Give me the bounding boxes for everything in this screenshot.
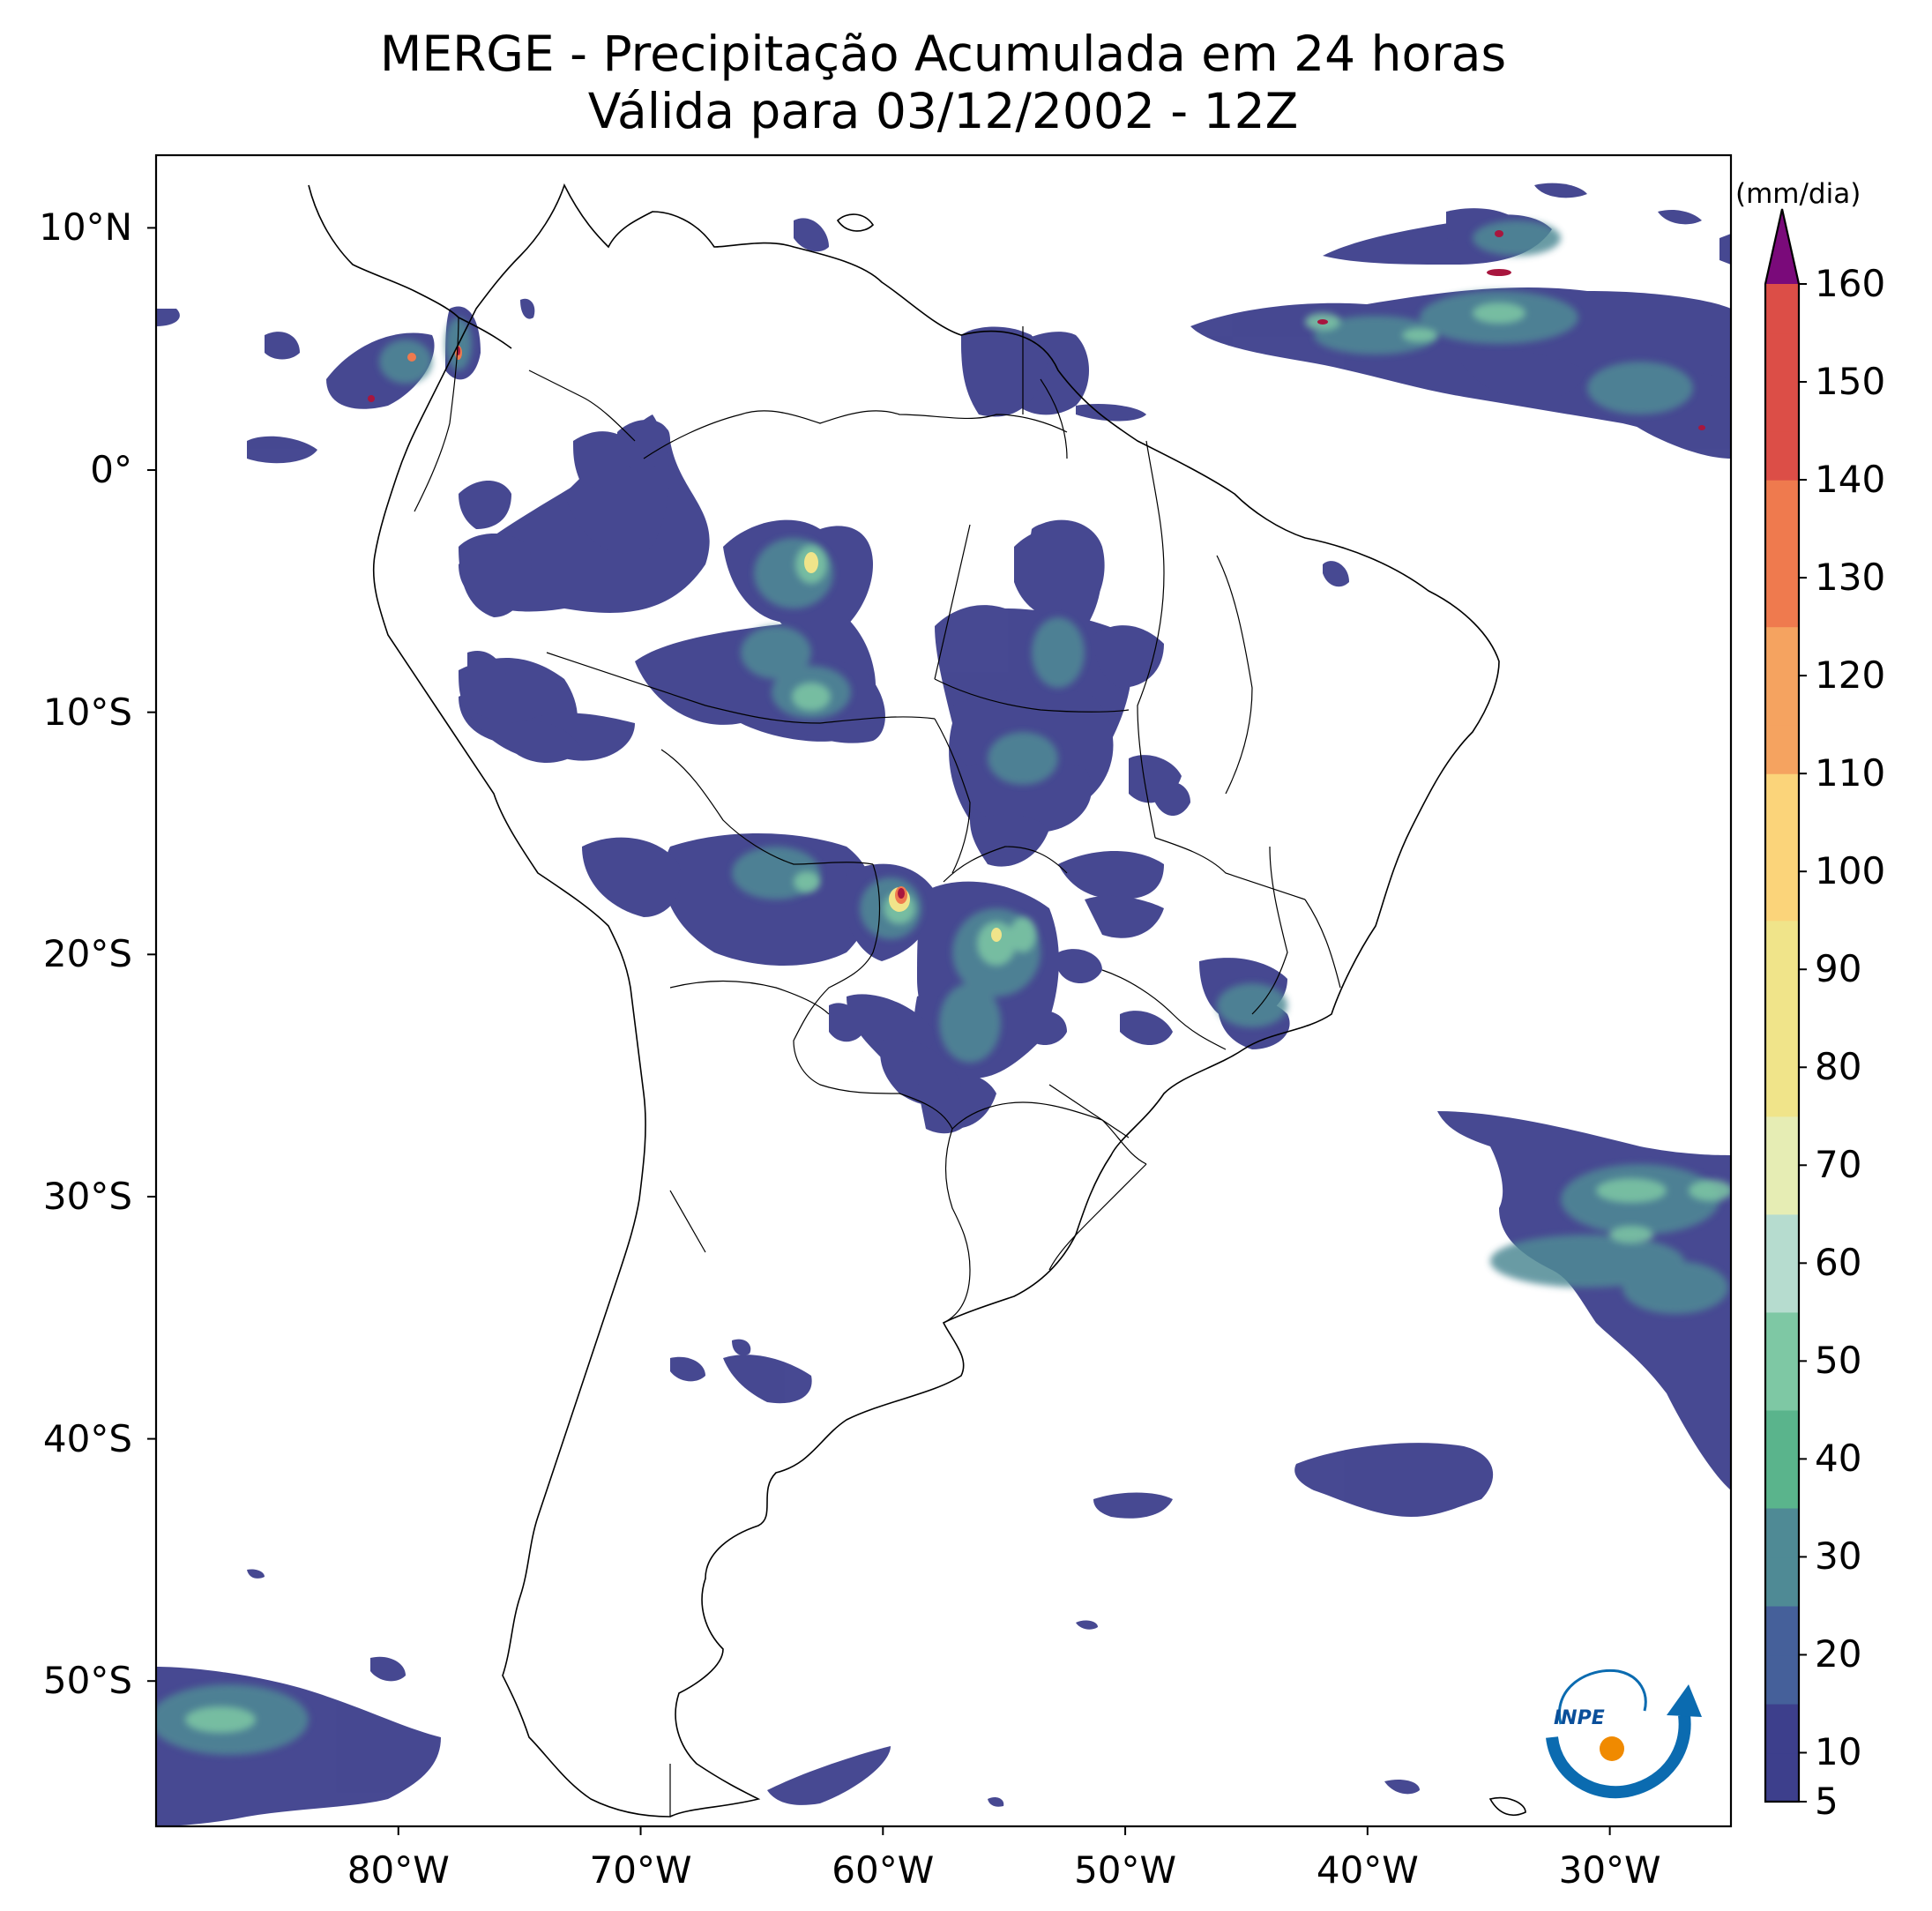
colorbar-tick-label: 160 bbox=[1815, 262, 1886, 305]
plot-frame bbox=[154, 153, 1733, 1828]
colorbar-tick-label: 10 bbox=[1815, 1730, 1862, 1774]
lon-tick-label: 70°W bbox=[589, 1848, 692, 1892]
colorbar-segment bbox=[1765, 382, 1799, 432]
colorbar-segment bbox=[1765, 1018, 1799, 1068]
lon-tick-label: 50°W bbox=[1074, 1848, 1177, 1892]
colorbar-segment bbox=[1765, 1507, 1799, 1558]
colorbar-segment bbox=[1765, 920, 1799, 970]
colorbar bbox=[1764, 208, 1807, 1803]
colorbar-segment bbox=[1765, 480, 1799, 530]
colorbar-segment bbox=[1765, 773, 1799, 824]
colorbar-tick-label: 120 bbox=[1815, 653, 1886, 698]
colorbar-tick-label: 5 bbox=[1815, 1780, 1839, 1823]
map-title: MERGE - Precipitação Acumulada em 24 hor… bbox=[379, 26, 1507, 82]
country-borders bbox=[414, 317, 1341, 1817]
colorbar-segment bbox=[1765, 332, 1799, 383]
colorbar-tick-label: 40 bbox=[1815, 1437, 1862, 1481]
colorbar-segment bbox=[1765, 626, 1799, 676]
colorbar-extend-arrow bbox=[1765, 209, 1799, 284]
lat-tick-label: 0° bbox=[90, 448, 132, 492]
colorbar-tick-label: 70 bbox=[1815, 1143, 1862, 1187]
lon-tick-label: 40°W bbox=[1316, 1848, 1419, 1892]
colorbar-segment bbox=[1765, 528, 1799, 579]
colorbar-segment bbox=[1765, 969, 1799, 1019]
precipitation-field bbox=[156, 183, 1731, 1826]
colorbar-unit: (mm/dia) bbox=[1735, 178, 1861, 210]
colorbar-segment bbox=[1765, 822, 1799, 872]
colorbar-segment bbox=[1765, 1165, 1799, 1215]
colorbar-segment bbox=[1765, 676, 1799, 726]
colorbar-segment bbox=[1765, 1067, 1799, 1117]
colorbar-segment bbox=[1765, 1654, 1799, 1705]
colorbar-tick-label: 80 bbox=[1815, 1045, 1862, 1089]
lat-tick-label: 30°S bbox=[42, 1174, 132, 1218]
lon-tick-label: 30°W bbox=[1558, 1848, 1661, 1892]
colorbar-tick-label: 90 bbox=[1815, 947, 1862, 991]
colorbar-tick-label: 20 bbox=[1815, 1632, 1862, 1676]
colorbar-segment bbox=[1765, 430, 1799, 481]
colorbar-segment bbox=[1765, 1605, 1799, 1656]
colorbar-segment bbox=[1765, 1752, 1799, 1803]
colorbar-segment bbox=[1765, 1263, 1799, 1313]
colorbar-segment bbox=[1765, 578, 1799, 628]
colorbar-tick-label: 100 bbox=[1815, 849, 1886, 893]
colorbar-outline bbox=[1764, 208, 1801, 1803]
lat-tick-label: 50°S bbox=[42, 1659, 132, 1703]
colorbar-segment bbox=[1765, 1556, 1799, 1607]
axis-ticks bbox=[147, 227, 1611, 1835]
lat-tick-label: 40°S bbox=[42, 1416, 132, 1460]
lon-tick-label: 60°W bbox=[832, 1848, 935, 1892]
colorbar-segment bbox=[1765, 1116, 1799, 1166]
colorbar-segment bbox=[1765, 1703, 1799, 1754]
colorbar-segment bbox=[1765, 284, 1799, 334]
colorbar-segment bbox=[1765, 1311, 1799, 1362]
map-subtitle: Válida para 03/12/2002 - 12Z bbox=[587, 83, 1299, 139]
colorbar-tick-label: 30 bbox=[1815, 1534, 1862, 1579]
lat-tick-label: 20°S bbox=[42, 932, 132, 976]
colorbar-tick-label: 130 bbox=[1815, 556, 1886, 600]
coastlines bbox=[308, 183, 1526, 1818]
inpe-logo: INPE bbox=[1546, 1668, 1702, 1799]
colorbar-segment bbox=[1765, 1409, 1799, 1459]
colorbar-segment bbox=[1765, 871, 1799, 922]
colorbar-tick-label: 140 bbox=[1815, 458, 1886, 502]
colorbar-segment bbox=[1765, 1459, 1799, 1509]
colorbar-segment bbox=[1765, 1361, 1799, 1411]
colorbar-tick-label: 60 bbox=[1815, 1241, 1862, 1285]
inpe-logo-text: INPE bbox=[1554, 1707, 1605, 1729]
lat-tick-label: 10°S bbox=[42, 690, 132, 734]
colorbar-tick-label: 110 bbox=[1815, 751, 1886, 795]
colorbar-segment bbox=[1765, 724, 1799, 774]
colorbar-tick-label: 50 bbox=[1815, 1339, 1862, 1383]
lat-tick-label: 10°N bbox=[39, 205, 132, 250]
colorbar-tick-label: 150 bbox=[1815, 360, 1886, 404]
lon-tick-label: 80°W bbox=[347, 1848, 450, 1892]
colorbar-segment bbox=[1765, 1213, 1799, 1264]
